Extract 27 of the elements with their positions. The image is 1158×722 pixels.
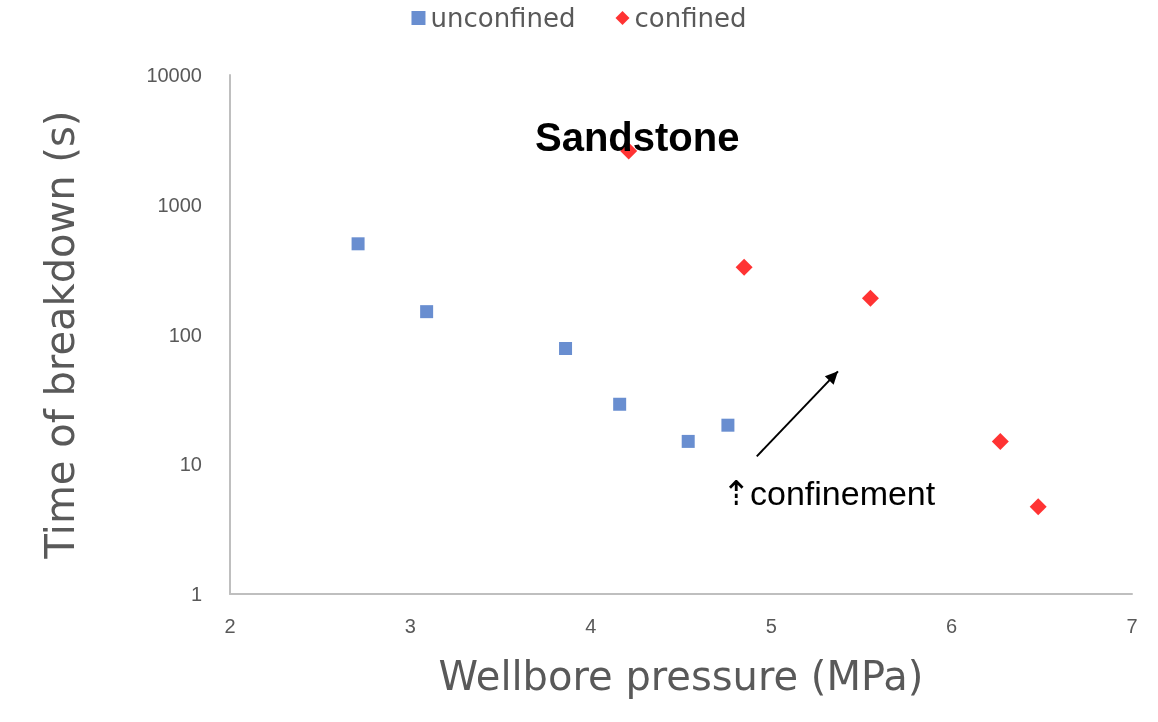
x-tick-label: 3	[404, 615, 416, 637]
point	[559, 342, 573, 355]
legend-label: confined	[634, 3, 747, 33]
y-tick-label: 10000	[146, 64, 202, 86]
legend-label: unconfined	[430, 3, 576, 33]
annotation: ⇡confinement	[722, 474, 936, 512]
x-tick-label: 4	[585, 615, 597, 637]
x-tick-label: 2	[224, 615, 236, 637]
y-tick-label: 100	[168, 323, 202, 346]
x-axis-title: Wellbore pressure (MPa)	[438, 653, 924, 699]
point	[735, 258, 753, 276]
y-axis-title: Time of breakdown (s)	[37, 110, 83, 560]
text: Sandstone	[535, 115, 740, 159]
point	[420, 305, 434, 319]
x-tick-label: 5	[765, 615, 777, 637]
y-tick-label: 1	[190, 583, 202, 605]
point	[991, 432, 1009, 450]
y-tick-label: 10	[179, 453, 202, 476]
point	[681, 434, 695, 448]
y-tick-label: 1000	[157, 193, 202, 216]
point	[861, 289, 879, 307]
point	[721, 418, 735, 432]
point	[351, 237, 365, 251]
point	[613, 397, 627, 411]
point	[1029, 498, 1047, 516]
x-tick-label: 7	[1126, 615, 1138, 637]
x-tick-label: 6	[946, 615, 958, 637]
